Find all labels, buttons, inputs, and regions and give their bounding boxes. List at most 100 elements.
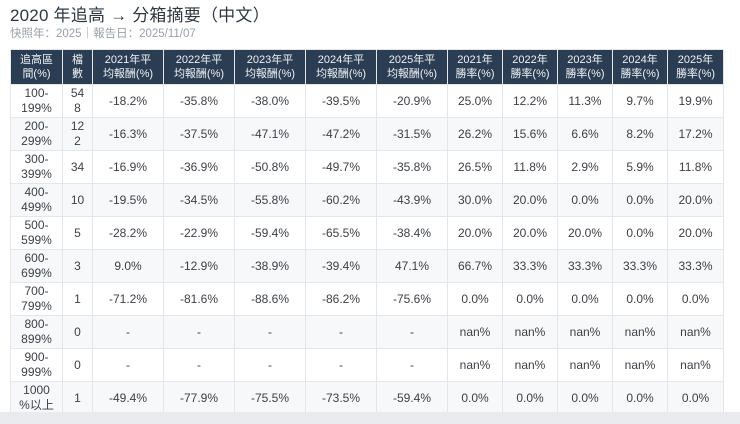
table-cell: nan% — [612, 348, 668, 382]
page-title: 2020 年追高 → 分箱摘要（中文） — [10, 6, 270, 25]
table-row: 500-599% 5 -28.2% -22.9% -59.4% -65.5% -38.4% 2… — [10, 216, 724, 250]
table-cell: -65.5% — [305, 216, 377, 250]
horizontal-scrollbar-track[interactable] — [0, 412, 740, 424]
table-cell: 0.0% — [612, 216, 668, 250]
table-cell: 1 — [62, 381, 93, 415]
table-cell: -18.2% — [92, 84, 164, 118]
table-cell: -38.4% — [376, 216, 448, 250]
table-cell: 0.0% — [447, 282, 503, 316]
table-cell: - — [234, 315, 306, 349]
table-cell: 1 — [62, 282, 93, 316]
table-row: 900-999% 0- - - - - nan% nan% nan% nan% nan% — [10, 348, 724, 382]
table-cell: 26.5% — [447, 150, 503, 184]
table-cell: 0.0% — [502, 282, 558, 316]
report-page: 2020 年追高 → 分箱摘要（中文） 快照年：2025｜報告日：2025/11… — [10, 6, 724, 415]
table-cell: -12.9% — [163, 249, 235, 283]
table-cell: - — [305, 315, 377, 349]
row-range-label: 900-999% — [10, 348, 63, 382]
table-cell: nan% — [447, 348, 503, 382]
table-cell: -20.9% — [376, 84, 448, 118]
table-row: 300-399% 34 -16.9% -36.9% -50.8% -49.7% -35.8%… — [10, 150, 724, 184]
table-cell: - — [163, 315, 235, 349]
table-cell: -16.3% — [92, 117, 164, 151]
row-range-label: 600-699% — [10, 249, 63, 283]
table-cell: 19.9% — [667, 84, 724, 118]
table-cell: -19.5% — [92, 183, 164, 217]
table-cell: 25.0% — [447, 84, 503, 118]
column-header: 2022年平均報酬(%) — [163, 49, 235, 85]
column-header: 2023年勝率(%) — [557, 49, 613, 85]
table-cell: 0.0% — [612, 183, 668, 217]
table-cell: nan% — [667, 348, 724, 382]
table-cell: -77.9% — [163, 381, 235, 415]
row-range-label: 100-199% — [10, 84, 63, 118]
table-cell: -81.6% — [163, 282, 235, 316]
table-cell: -31.5% — [376, 117, 448, 151]
table-cell: -16.9% — [92, 150, 164, 184]
table-cell: -28.2% — [92, 216, 164, 250]
row-range-label: 300-399% — [10, 150, 63, 184]
column-header: 檔數 — [62, 49, 93, 85]
table-cell: 20.0% — [557, 216, 613, 250]
table-cell: 34 — [62, 150, 93, 184]
table-cell: -37.5% — [163, 117, 235, 151]
table-cell: -38.0% — [234, 84, 306, 118]
table-cell: 33.3% — [612, 249, 668, 283]
table-cell: 0.0% — [612, 381, 668, 415]
table-cell: nan% — [447, 315, 503, 349]
column-header: 追高區間(%) — [10, 49, 63, 85]
table-cell: - — [376, 348, 448, 382]
table-cell: 20.0% — [667, 183, 724, 217]
table-cell: 11.8% — [667, 150, 724, 184]
table-row: 600-699% 3 9.0% -12.9% -38.9% -39.4% 47.1% 66.7… — [10, 249, 724, 283]
table-row: 200-299% 122 -16.3% -37.5% -47.1% -47.2% -31.5… — [10, 117, 724, 151]
table-cell: -34.5% — [163, 183, 235, 217]
table-cell: 12.2% — [502, 84, 558, 118]
table-cell: 2.9% — [557, 150, 613, 184]
table-cell: 20.0% — [447, 216, 503, 250]
table-cell: 20.0% — [502, 183, 558, 217]
table-cell: 0.0% — [557, 282, 613, 316]
table-cell: -73.5% — [305, 381, 377, 415]
table-cell: -47.2% — [305, 117, 377, 151]
row-range-label: 1000%以上 — [10, 381, 63, 415]
table-cell: 0 — [62, 315, 93, 349]
table-cell: 0.0% — [557, 381, 613, 415]
table-cell: 11.3% — [557, 84, 613, 118]
table-cell: nan% — [502, 348, 558, 382]
row-range-label: 800-899% — [10, 315, 63, 349]
table-cell: 8.2% — [612, 117, 668, 151]
page-subtitle: 快照年：2025｜報告日：2025/11/07 — [10, 28, 196, 40]
table-cell: 5.9% — [612, 150, 668, 184]
table-cell: -60.2% — [305, 183, 377, 217]
table-cell: -59.4% — [376, 381, 448, 415]
table-cell: -39.4% — [305, 249, 377, 283]
table-cell: -49.7% — [305, 150, 377, 184]
row-range-label: 400-499% — [10, 183, 63, 217]
table-cell: 6.6% — [557, 117, 613, 151]
column-header: 2021年勝率(%) — [447, 49, 503, 85]
table-cell: 0.0% — [667, 282, 724, 316]
table-cell: 0.0% — [557, 183, 613, 217]
table-cell: -43.9% — [376, 183, 448, 217]
row-range-label: 200-299% — [10, 117, 63, 151]
bin-summary-table: 追高區間(%) 檔數 2021年平均報酬(%) 2022年平均報酬(%) 2023年平均… — [10, 49, 724, 415]
table-cell: 5 — [62, 216, 93, 250]
table-cell: 0.0% — [447, 381, 503, 415]
column-header: 2025年平均報酬(%) — [376, 49, 448, 85]
table-cell: 20.0% — [667, 216, 724, 250]
table-cell: - — [92, 315, 164, 349]
table-row: 400-499% 10 -19.5% -34.5% -55.8% -60.2% -43.9%… — [10, 183, 724, 217]
table-cell: - — [163, 348, 235, 382]
table-cell: -39.5% — [305, 84, 377, 118]
table-cell: 47.1% — [376, 249, 448, 283]
table-cell: 26.2% — [447, 117, 503, 151]
column-header: 2024年平均報酬(%) — [305, 49, 377, 85]
table-row: 1000%以上 1 -49.4% -77.9% -75.5% -73.5% -59.4% 0.… — [10, 381, 724, 415]
table-cell: 122 — [62, 117, 93, 151]
table-header-row: 追高區間(%) 檔數 2021年平均報酬(%) 2022年平均報酬(%) 2023年平均… — [10, 49, 724, 85]
table-cell: 33.3% — [502, 249, 558, 283]
table-cell: 33.3% — [667, 249, 724, 283]
table-cell: 0 — [62, 348, 93, 382]
table-cell: nan% — [557, 315, 613, 349]
